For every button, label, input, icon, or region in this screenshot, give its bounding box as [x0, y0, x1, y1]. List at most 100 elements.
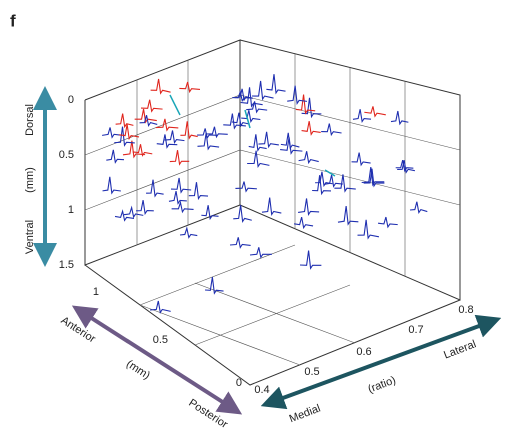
waveform — [223, 113, 246, 130]
tick-label: 0.5 — [304, 366, 319, 378]
axis-end: Medial — [288, 403, 323, 426]
waveform — [334, 174, 356, 193]
waveform — [235, 88, 253, 102]
axis-label: (mm) — [24, 167, 36, 193]
waveform — [204, 276, 224, 295]
tick-label: 0.5 — [153, 334, 168, 346]
tick-label: 0.6 — [356, 346, 371, 358]
waveform — [155, 118, 179, 132]
waveform — [258, 131, 279, 149]
waveform — [266, 74, 286, 95]
waveform — [139, 115, 158, 128]
waveform — [363, 168, 385, 188]
waveform — [140, 99, 163, 113]
waveform — [361, 167, 385, 187]
waveform — [114, 126, 135, 147]
waveform — [395, 159, 414, 173]
waveform — [229, 237, 251, 249]
tick-label: 0 — [236, 377, 242, 389]
waveform — [351, 152, 371, 167]
connector — [244, 109, 251, 129]
waveform — [301, 121, 321, 136]
waveform — [188, 182, 209, 201]
tick-label: 0.5 — [59, 149, 74, 161]
waveform — [409, 201, 428, 215]
connector — [324, 169, 336, 177]
ml-arrow — [260, 314, 502, 410]
waveform — [337, 205, 359, 226]
waveform — [298, 151, 319, 165]
waveform — [180, 121, 198, 140]
waveform — [197, 132, 220, 151]
waveform — [119, 124, 140, 141]
waveform — [164, 130, 185, 145]
waveform — [324, 174, 343, 188]
tick-label: 0.7 — [408, 324, 423, 336]
tick-label: 1 — [68, 204, 74, 216]
waveform — [352, 109, 372, 124]
waveform — [390, 110, 409, 126]
tick-label: 0.4 — [254, 384, 269, 396]
waveforms — [102, 74, 428, 314]
waveform — [321, 123, 342, 137]
waveform — [235, 181, 257, 193]
waveform — [287, 85, 308, 105]
axis-end: Ventral — [24, 220, 36, 254]
waveform — [241, 110, 261, 123]
axis-end: Lateral — [442, 338, 478, 361]
waveform — [240, 87, 263, 108]
waveform — [293, 216, 314, 230]
waveform — [114, 209, 135, 222]
waveform — [179, 226, 198, 239]
waveform — [102, 127, 123, 139]
waveform — [197, 128, 218, 140]
waveform — [171, 200, 194, 214]
waveform — [315, 171, 333, 188]
left-wall — [84, 39, 241, 266]
tick-label: 0 — [68, 94, 74, 106]
waveform — [201, 205, 219, 221]
waveform — [246, 101, 268, 114]
waveform — [298, 198, 320, 217]
waveform — [156, 134, 178, 149]
waveform — [179, 81, 201, 94]
tick-label: 1 — [93, 286, 99, 298]
panel-label: f — [10, 11, 16, 30]
waveform — [122, 140, 146, 159]
waveform — [231, 112, 250, 128]
waveform — [261, 197, 282, 217]
waveform — [123, 205, 144, 219]
axis-label: (mm) — [124, 358, 152, 382]
waveform — [397, 160, 415, 174]
waveform — [247, 150, 270, 168]
waveform — [295, 94, 316, 115]
waveform — [115, 113, 134, 129]
ap-arrow — [71, 305, 243, 415]
waveform — [149, 300, 171, 314]
waveform — [169, 150, 190, 166]
waveform — [251, 80, 274, 101]
connector — [169, 94, 181, 116]
tick-label: 0.8 — [458, 304, 473, 316]
waveform — [357, 219, 380, 240]
waveform — [299, 250, 322, 270]
waveform — [102, 176, 121, 195]
waveform — [168, 191, 187, 205]
waveform — [136, 200, 154, 216]
waveform — [205, 126, 228, 139]
waveform — [134, 108, 157, 124]
waveform — [132, 144, 153, 157]
tick-label: 1.5 — [59, 259, 74, 271]
waveform — [146, 179, 164, 198]
waveform — [170, 177, 192, 194]
axis-end: Dorsal — [24, 104, 36, 136]
waveform — [249, 247, 272, 259]
waveform — [280, 137, 303, 155]
waveform — [232, 89, 253, 103]
waveform — [312, 175, 332, 196]
waveform — [364, 106, 386, 118]
waveform — [106, 149, 125, 164]
axis-label: (ratio) — [366, 374, 397, 396]
waveform — [248, 134, 267, 152]
